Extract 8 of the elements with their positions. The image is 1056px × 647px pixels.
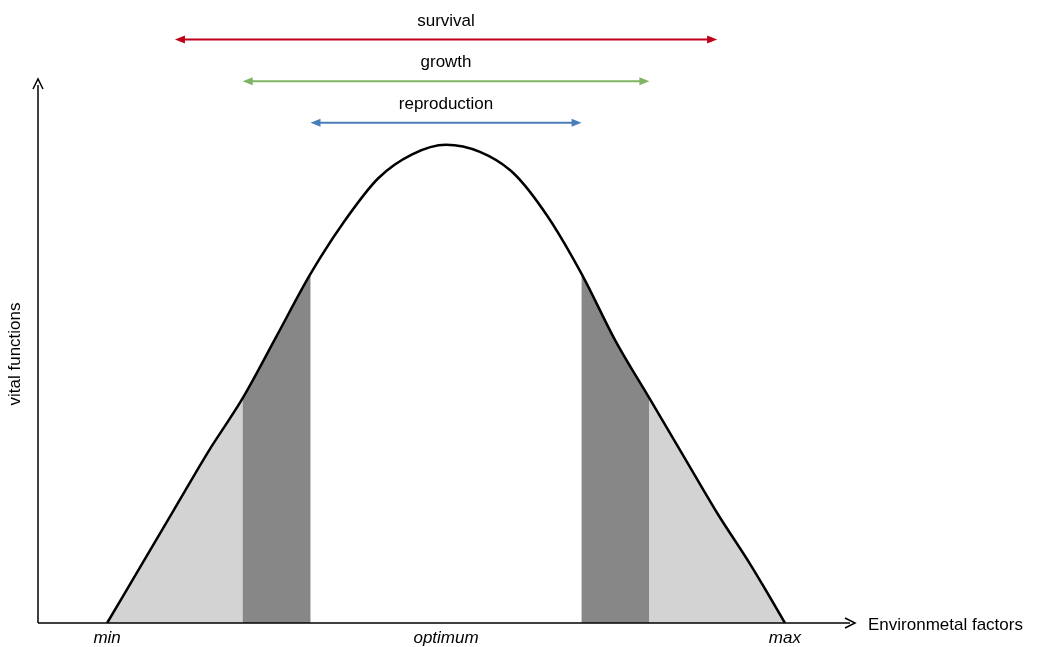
text: reproduction (398, 93, 494, 113)
text: survival (417, 10, 475, 30)
x-axis-title: Environmetal factors (868, 614, 1023, 634)
x-tick-label: optimum (413, 628, 479, 647)
x-tick-label: max (768, 628, 802, 647)
x-tick-label: min (93, 628, 121, 647)
text: growth (420, 52, 472, 72)
y-axis-title: vital functions (5, 302, 25, 406)
